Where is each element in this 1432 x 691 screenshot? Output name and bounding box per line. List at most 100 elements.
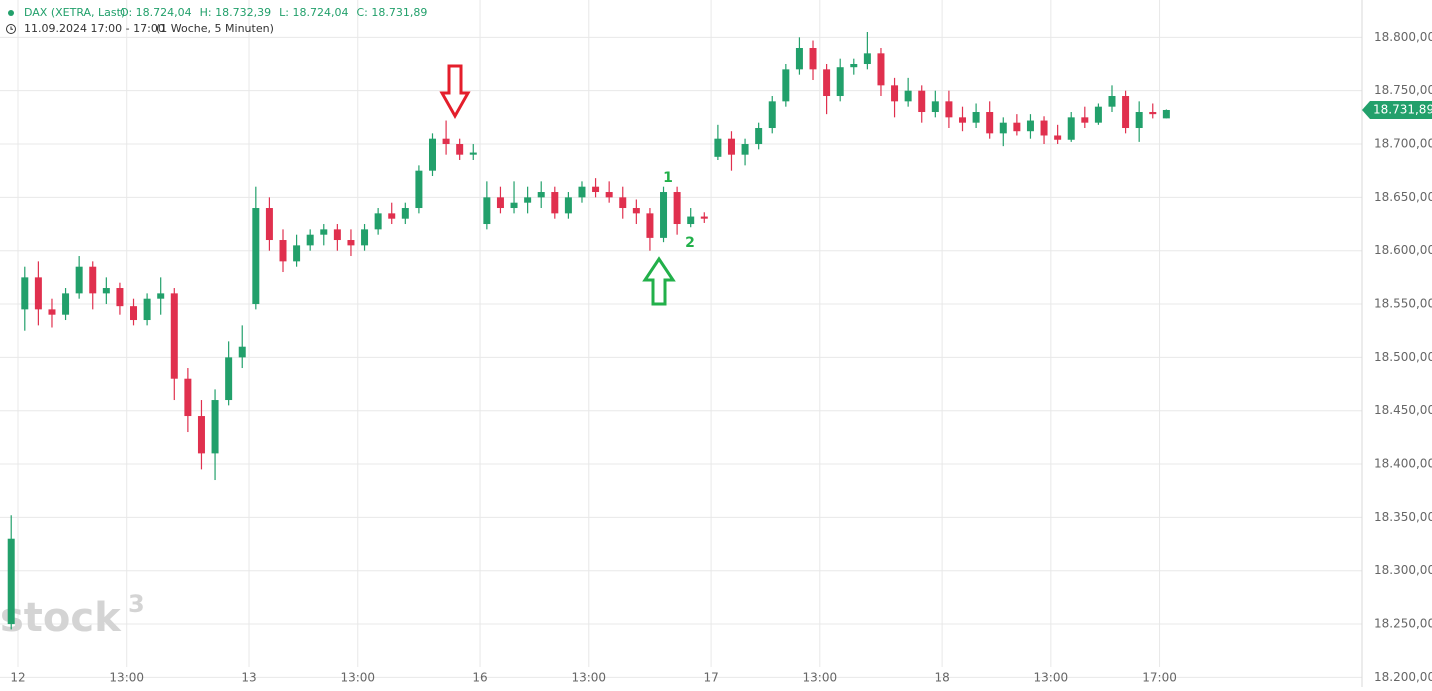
header-value: L: 18.724,04: [279, 6, 348, 19]
candle-body: [1040, 120, 1048, 136]
x-tick-label: 13:00: [803, 671, 838, 685]
candle-body: [1135, 112, 1143, 129]
up-arrow: [642, 256, 676, 306]
candle-body: [62, 293, 70, 315]
candle-body: [673, 192, 681, 225]
y-tick-label: 18.200,00: [1374, 670, 1432, 684]
header-value: C: 18.731,89: [356, 6, 427, 19]
candle-body: [551, 192, 559, 214]
candle-body: [293, 245, 301, 262]
candle-body: [564, 197, 572, 214]
candle-body: [755, 128, 763, 145]
candle-body: [102, 288, 110, 294]
candle-body: [361, 229, 369, 246]
candle-body: [646, 213, 654, 238]
candle-body: [524, 197, 532, 203]
x-tick-label: 12: [10, 671, 25, 685]
x-tick-label: 13:00: [109, 671, 144, 685]
candle-body: [592, 186, 600, 193]
clock-icon: [6, 24, 16, 34]
candle-body: [1162, 109, 1170, 119]
candle-body: [510, 202, 518, 209]
x-tick-label: 18: [934, 671, 949, 685]
candle-body: [619, 197, 627, 209]
candle-body: [782, 69, 790, 102]
candle-body: [809, 48, 817, 70]
candle-body: [891, 85, 899, 102]
candle-body: [279, 240, 287, 262]
subtitle: 11.09.2024 17:00 - 17:00: [24, 22, 165, 35]
candle-body: [130, 306, 138, 321]
candle-body: [687, 216, 695, 225]
candle-body: [143, 298, 151, 321]
candle-body: [170, 293, 178, 379]
candle-body: [850, 64, 858, 68]
watermark: stock: [0, 595, 122, 641]
last-price-label: 18.731,89: [1373, 102, 1432, 116]
candle-body: [863, 53, 871, 65]
y-tick-label: 18.500,00: [1374, 350, 1432, 364]
candle-body: [374, 213, 382, 230]
candle-body: [469, 152, 477, 155]
candle-body: [211, 400, 219, 454]
candle-body: [1094, 106, 1102, 123]
header-value: O: 18.724,04: [120, 6, 192, 19]
status-dot: [8, 10, 14, 16]
candle-body: [972, 112, 980, 123]
candle-body: [877, 53, 885, 86]
candle-body: [959, 117, 967, 123]
y-tick-label: 18.750,00: [1374, 83, 1432, 97]
candle-body: [578, 186, 586, 198]
candle-body: [333, 229, 341, 241]
candle-body: [714, 138, 722, 157]
candle-body: [1108, 96, 1116, 107]
candle-body: [347, 240, 355, 246]
candle-body: [1081, 117, 1089, 123]
candle-body: [931, 101, 939, 113]
candle-body: [442, 138, 450, 145]
candle-body: [265, 208, 273, 241]
y-tick-label: 18.350,00: [1374, 510, 1432, 524]
y-tick-label: 18.700,00: [1374, 137, 1432, 151]
candle-body: [727, 138, 735, 155]
candle-body: [89, 266, 97, 294]
candle-body: [836, 67, 844, 97]
candle-body: [1067, 117, 1075, 140]
candle-body: [1026, 120, 1034, 132]
header-value: H: 18.732,39: [200, 6, 271, 19]
y-tick-label: 18.250,00: [1374, 617, 1432, 631]
candle-body: [795, 48, 803, 70]
candle-body: [428, 138, 436, 171]
candle-body: [496, 197, 504, 209]
candle-body: [768, 101, 776, 129]
last-price-badge: [1362, 100, 1432, 119]
x-tick-label: 17: [703, 671, 718, 685]
y-tick-label: 18.800,00: [1374, 30, 1432, 44]
candle-body: [157, 293, 165, 299]
candle-body: [632, 208, 640, 214]
candle-body: [700, 216, 708, 219]
candle-body: [184, 378, 192, 417]
grid: [0, 0, 1362, 678]
candle-body: [238, 346, 246, 358]
candle-body: [116, 288, 124, 307]
y-tick-label: 18.550,00: [1374, 297, 1432, 311]
candle-body: [999, 122, 1007, 134]
candle-body: [401, 208, 409, 219]
candle-body: [945, 101, 953, 118]
x-tick-label: 17:00: [1142, 671, 1177, 685]
candle-body: [7, 538, 15, 625]
candle-body: [415, 170, 423, 209]
candle-body: [918, 90, 926, 113]
watermark-superscript: 3: [128, 590, 145, 618]
header-values: O: 18.724,04 H: 18.732,39 L: 18.724,04 C: 1…: [120, 6, 427, 19]
x-tick-label: 13:00: [571, 671, 606, 685]
candle-body: [1054, 135, 1062, 140]
candle-body: [1013, 122, 1021, 132]
candle-body: [197, 416, 205, 454]
x-tick-label: 13:00: [1034, 671, 1069, 685]
chart-title: DAX (XETRA, Last): [24, 6, 125, 19]
candle-body: [306, 234, 314, 246]
candle-body: [388, 213, 396, 219]
